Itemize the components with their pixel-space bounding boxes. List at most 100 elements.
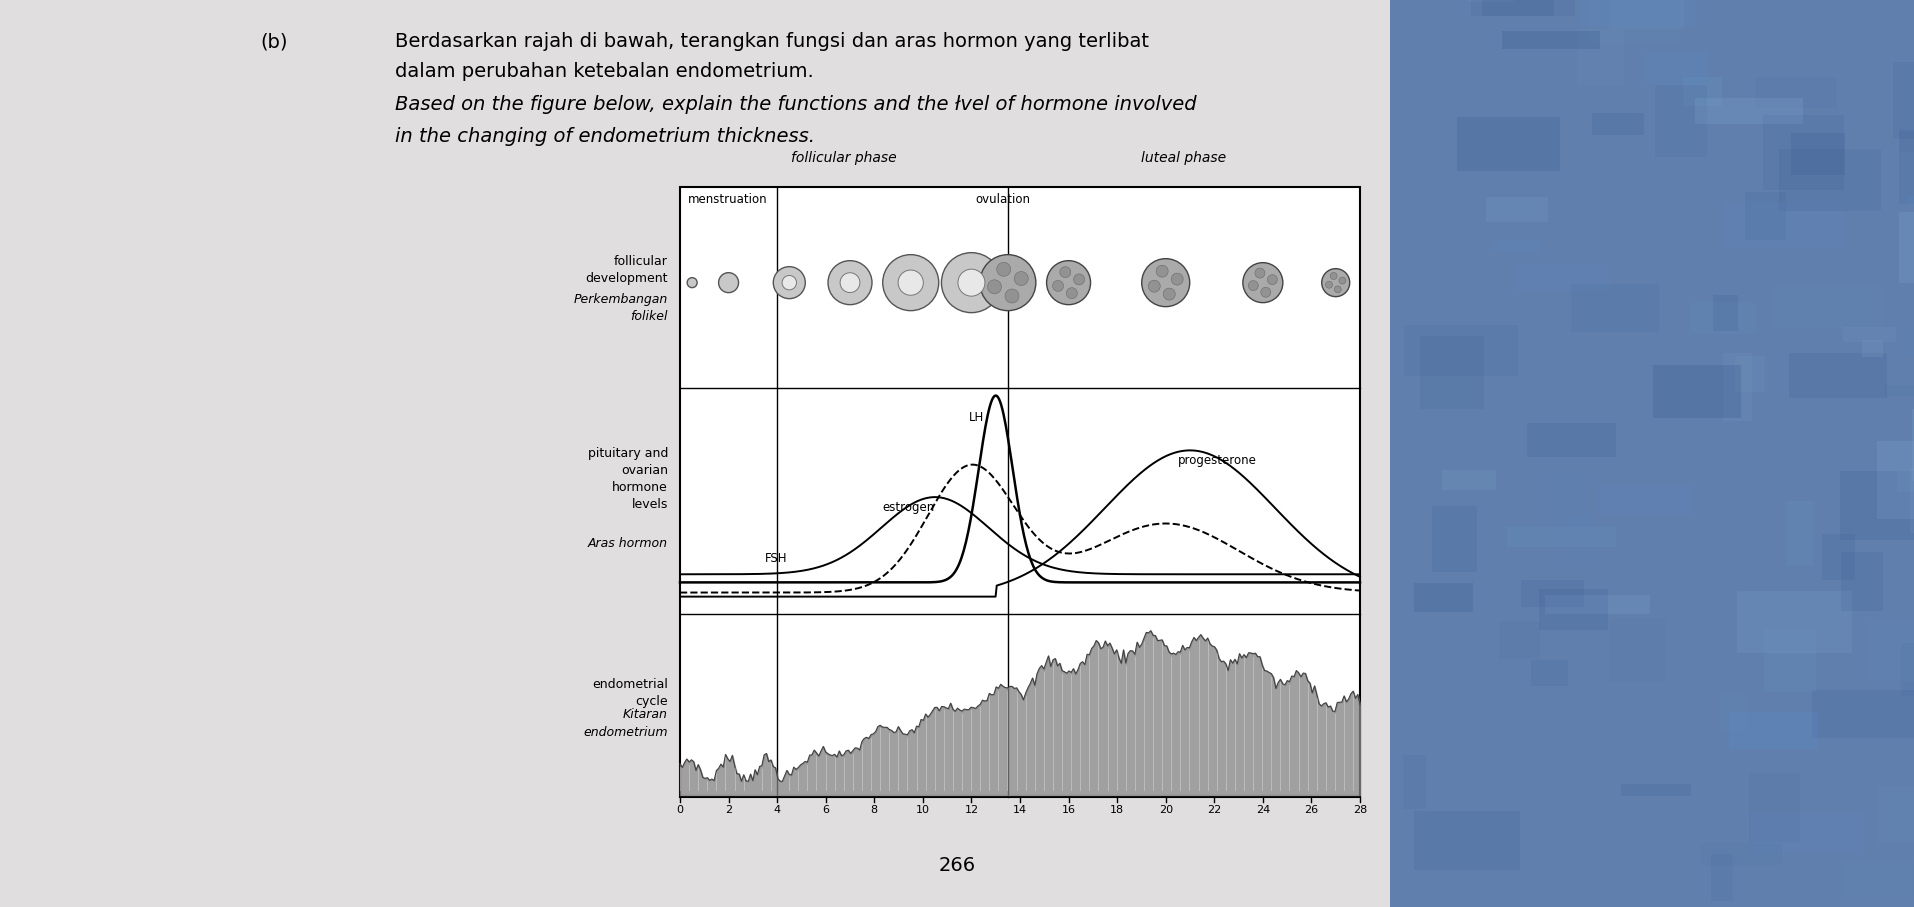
Circle shape	[957, 269, 984, 297]
Bar	[1520, 580, 1583, 608]
Text: menstruation: menstruation	[687, 193, 768, 206]
Bar	[1608, 0, 1682, 29]
Bar	[1841, 862, 1912, 901]
Circle shape	[942, 253, 1001, 313]
Bar	[1545, 473, 1591, 526]
Bar	[1839, 471, 1914, 540]
Circle shape	[827, 260, 871, 305]
Bar	[1652, 365, 1740, 418]
Bar	[1587, 0, 1679, 44]
Circle shape	[980, 255, 1035, 311]
Bar	[1899, 132, 1914, 204]
Bar	[1893, 62, 1914, 139]
Text: 24: 24	[1256, 805, 1269, 815]
Bar	[1751, 814, 1862, 854]
Bar	[1725, 202, 1841, 249]
Bar	[1883, 385, 1914, 396]
Text: endometrial
cycle: endometrial cycle	[591, 678, 668, 708]
Bar	[1690, 304, 1755, 334]
Bar	[1719, 693, 1746, 731]
Bar	[1568, 516, 1596, 566]
Bar	[1403, 326, 1518, 375]
Circle shape	[898, 270, 923, 296]
Bar	[1912, 409, 1914, 481]
Circle shape	[1321, 268, 1349, 297]
Text: pituitary and
ovarian
hormone
levels: pituitary and ovarian hormone levels	[588, 447, 668, 512]
Bar	[1841, 327, 1895, 342]
Bar	[1790, 132, 1845, 175]
Circle shape	[1324, 281, 1332, 288]
Circle shape	[988, 279, 1001, 294]
Circle shape	[1248, 280, 1257, 290]
Text: 20: 20	[1158, 805, 1171, 815]
Circle shape	[1047, 260, 1089, 305]
Bar	[1499, 622, 1539, 658]
Bar	[1491, 240, 1539, 252]
Circle shape	[773, 267, 806, 298]
Bar	[1901, 642, 1914, 696]
Bar	[1728, 712, 1816, 749]
Text: Kitaran
endometrium: Kitaran endometrium	[584, 708, 668, 738]
Bar	[1598, 486, 1692, 513]
Text: 12: 12	[965, 805, 978, 815]
Text: Aras hormon: Aras hormon	[588, 537, 668, 550]
Bar	[1413, 811, 1520, 870]
Circle shape	[1242, 263, 1282, 303]
Bar	[1839, 551, 1881, 611]
Bar	[1441, 471, 1495, 491]
Text: (b): (b)	[260, 32, 287, 51]
Circle shape	[840, 273, 859, 293]
Bar	[1501, 31, 1598, 49]
Bar	[1539, 589, 1606, 630]
Bar	[1506, 527, 1615, 547]
Bar	[1485, 198, 1547, 222]
Bar	[1778, 149, 1880, 211]
Bar	[1736, 591, 1851, 653]
Bar	[1654, 84, 1707, 158]
Bar	[1763, 115, 1843, 190]
Bar	[1413, 583, 1472, 612]
Text: Based on the figure below, explain the functions and the łvel of hormone involve: Based on the figure below, explain the f…	[394, 95, 1196, 114]
Text: 22: 22	[1206, 805, 1221, 815]
Circle shape	[1338, 277, 1346, 284]
Bar	[1581, 0, 1696, 25]
Bar	[1545, 595, 1650, 614]
Text: LH: LH	[968, 411, 984, 424]
Text: 28: 28	[1351, 805, 1367, 815]
Circle shape	[1005, 289, 1018, 303]
Bar	[1811, 690, 1914, 737]
Text: dalam perubahan ketebalan endometrium.: dalam perubahan ketebalan endometrium.	[394, 62, 813, 81]
Bar	[1610, 619, 1665, 682]
Circle shape	[1171, 273, 1183, 285]
Bar	[1897, 212, 1914, 283]
Bar	[1895, 326, 1914, 356]
Bar	[1788, 354, 1885, 398]
Bar	[1763, 629, 1816, 692]
Bar	[1878, 786, 1914, 844]
Text: Perkembangan
folikel: Perkembangan folikel	[574, 293, 668, 323]
Bar	[1784, 502, 1813, 566]
Text: 10: 10	[915, 805, 930, 815]
Bar	[1481, 0, 1552, 16]
Circle shape	[882, 255, 938, 311]
Text: 266: 266	[938, 856, 974, 875]
Bar	[1531, 660, 1568, 686]
Bar	[1470, 0, 1575, 16]
Circle shape	[1053, 280, 1062, 291]
Bar	[1403, 755, 1426, 809]
Circle shape	[995, 262, 1011, 277]
Bar	[1772, 286, 1881, 328]
Bar	[1899, 129, 1914, 152]
Bar	[1895, 469, 1914, 493]
Bar	[1713, 295, 1736, 331]
Circle shape	[687, 278, 697, 288]
Text: 0: 0	[676, 805, 683, 815]
Bar	[1747, 774, 1799, 843]
Text: progesterone: progesterone	[1177, 454, 1256, 467]
Bar	[1569, 285, 1658, 332]
Bar	[1621, 784, 1690, 796]
Circle shape	[1074, 274, 1083, 285]
Text: ovulation: ovulation	[974, 193, 1030, 206]
Bar	[1906, 196, 1914, 207]
Bar	[1694, 98, 1803, 124]
